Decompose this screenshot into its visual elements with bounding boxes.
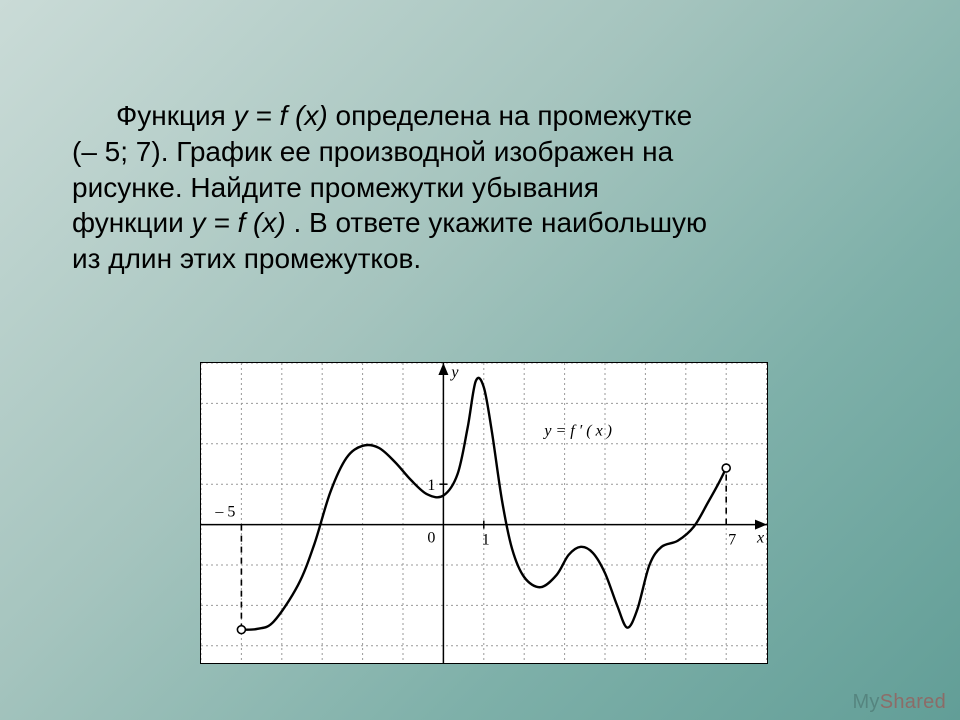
problem-text: Функция y = f (x) определена на промежут… bbox=[72, 98, 892, 277]
svg-text:y = f ′ ( x ): y = f ′ ( x ) bbox=[542, 423, 612, 440]
svg-text:1: 1 bbox=[427, 477, 435, 494]
math-expression: y = f (x) bbox=[192, 207, 286, 238]
graph-svg: y x 0 1 1 – 5 7 y = f ′ ( x ) bbox=[201, 363, 767, 663]
watermark-part-2: Shared bbox=[880, 691, 946, 713]
math-expression: y = f (x) bbox=[234, 100, 328, 131]
text-fragment: функции bbox=[72, 207, 192, 238]
svg-text:0: 0 bbox=[427, 530, 435, 547]
text-fragment: Функция bbox=[116, 100, 234, 131]
svg-text:x: x bbox=[756, 530, 764, 547]
svg-text:y: y bbox=[449, 364, 459, 381]
watermark-part-1: My bbox=[852, 691, 879, 713]
svg-text:7: 7 bbox=[728, 532, 736, 549]
watermark: MyShared bbox=[852, 691, 946, 714]
paragraph-line-5: из длин этих промежутков. bbox=[72, 241, 892, 277]
paragraph-line-1: Функция y = f (x) определена на промежут… bbox=[72, 98, 892, 134]
paragraph-line-4: функции y = f (x) . В ответе укажите наи… bbox=[72, 205, 892, 241]
paragraph-line-2: (– 5; 7). График ее производной изображе… bbox=[72, 134, 892, 170]
derivative-graph: y x 0 1 1 – 5 7 y = f ′ ( x ) bbox=[200, 362, 768, 664]
svg-text:1: 1 bbox=[482, 532, 490, 549]
svg-text:– 5: – 5 bbox=[214, 504, 235, 521]
text-fragment: определена на промежутке bbox=[336, 100, 693, 131]
paragraph-line-3: рисунке. Найдите промежутки убывания bbox=[72, 170, 892, 206]
text-fragment: . В ответе укажите наибольшую bbox=[293, 207, 707, 238]
